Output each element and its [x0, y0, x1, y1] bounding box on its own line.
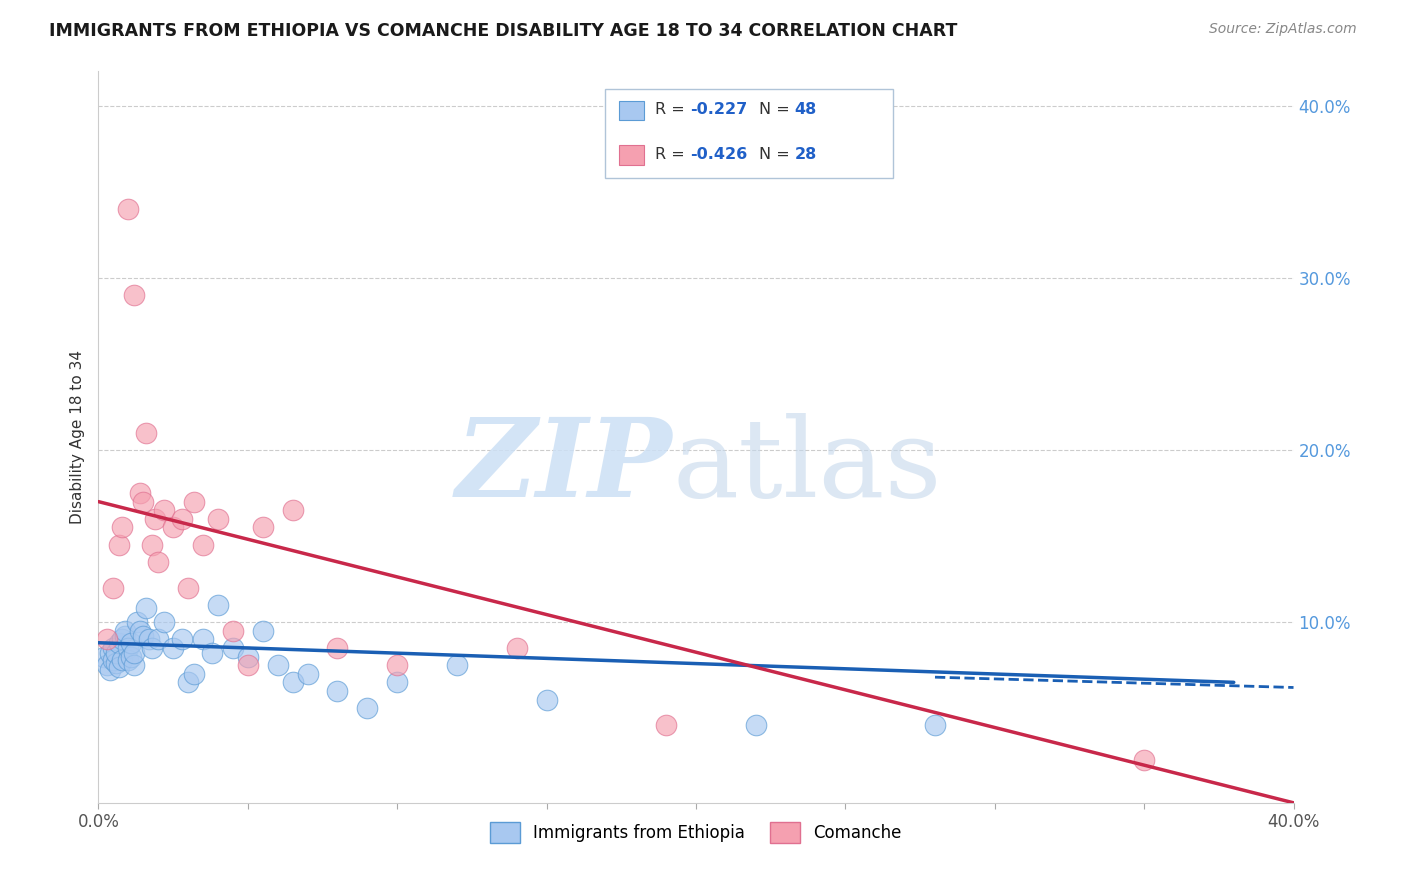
Point	[132, 629, 155, 643]
Text: IMMIGRANTS FROM ETHIOPIA VS COMANCHE DISABILITY AGE 18 TO 34 CORRELATION CHART: IMMIGRANTS FROM ETHIOPIA VS COMANCHE DIS…	[49, 22, 957, 40]
Y-axis label: Disability Age 18 to 34: Disability Age 18 to 34	[70, 350, 86, 524]
Text: ZIP: ZIP	[456, 413, 672, 520]
Point	[117, 653, 139, 667]
Point	[114, 624, 136, 638]
Point	[105, 657, 128, 671]
Point	[191, 538, 214, 552]
Legend: Immigrants from Ethiopia, Comanche: Immigrants from Ethiopia, Comanche	[484, 815, 908, 849]
Point	[111, 520, 134, 534]
Point	[103, 581, 125, 595]
Point	[117, 202, 139, 216]
Point	[924, 718, 946, 732]
Point	[141, 538, 163, 552]
Point	[222, 624, 245, 638]
Point	[183, 494, 205, 508]
Point	[281, 675, 304, 690]
Text: -0.426: -0.426	[690, 147, 748, 161]
Text: Source: ZipAtlas.com: Source: ZipAtlas.com	[1209, 22, 1357, 37]
Point	[201, 646, 224, 660]
Point	[108, 538, 131, 552]
Point	[162, 520, 184, 534]
Point	[141, 640, 163, 655]
Point	[267, 658, 290, 673]
Point	[207, 512, 229, 526]
Point	[326, 684, 349, 698]
Point	[135, 425, 157, 440]
Point	[108, 636, 131, 650]
Text: N =: N =	[759, 103, 796, 117]
Point	[98, 646, 122, 660]
Point	[183, 666, 205, 681]
Point	[103, 640, 125, 655]
Point	[446, 658, 468, 673]
Point	[127, 615, 149, 629]
Point	[120, 649, 142, 664]
Text: -0.227: -0.227	[690, 103, 748, 117]
Point	[96, 632, 118, 647]
Text: N =: N =	[759, 147, 796, 161]
Point	[135, 601, 157, 615]
Point	[143, 512, 166, 526]
Point	[124, 658, 146, 673]
Point	[111, 653, 134, 667]
Point	[148, 632, 170, 647]
Point	[129, 486, 152, 500]
Text: atlas: atlas	[672, 413, 942, 520]
Text: R =: R =	[655, 147, 690, 161]
Point	[111, 632, 134, 647]
Point	[236, 649, 259, 664]
Point	[124, 288, 146, 302]
Point	[177, 675, 200, 690]
Point	[745, 718, 768, 732]
Point	[103, 653, 125, 667]
Point	[191, 632, 214, 647]
Point	[356, 701, 378, 715]
Point	[297, 666, 319, 681]
Point	[96, 658, 118, 673]
Point	[207, 598, 229, 612]
Point	[153, 615, 176, 629]
Point	[281, 503, 304, 517]
Point	[172, 632, 194, 647]
Point	[129, 624, 152, 638]
Text: R =: R =	[655, 103, 690, 117]
Point	[138, 632, 160, 647]
Point	[132, 494, 155, 508]
Point	[98, 663, 122, 677]
Point	[108, 660, 131, 674]
Point	[236, 658, 259, 673]
Point	[222, 640, 245, 655]
Point	[172, 512, 194, 526]
Point	[162, 640, 184, 655]
Point	[655, 718, 678, 732]
Point	[252, 520, 274, 534]
Point	[93, 649, 115, 664]
Point	[177, 581, 200, 595]
Point	[117, 640, 139, 655]
Point	[120, 636, 142, 650]
Text: 48: 48	[794, 103, 817, 117]
Point	[153, 503, 176, 517]
Point	[385, 658, 409, 673]
Point	[506, 640, 529, 655]
Point	[148, 555, 170, 569]
Text: 28: 28	[794, 147, 817, 161]
Point	[536, 692, 558, 706]
Point	[124, 646, 146, 660]
Point	[385, 675, 409, 690]
Point	[1133, 753, 1156, 767]
Point	[114, 629, 136, 643]
Point	[252, 624, 274, 638]
Point	[105, 646, 128, 660]
Point	[326, 640, 349, 655]
